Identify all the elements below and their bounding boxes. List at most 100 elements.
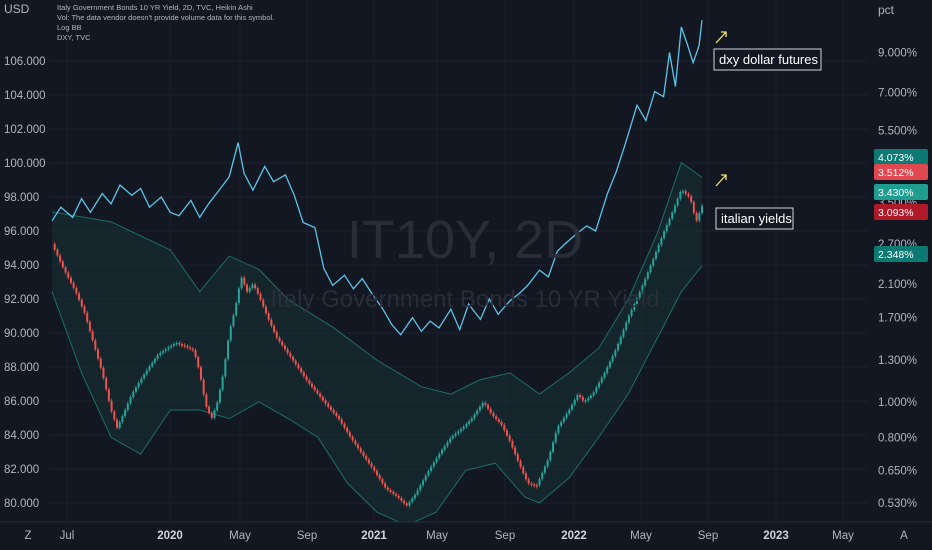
candle-body — [78, 293, 81, 300]
right-tick-label: 9.000% — [878, 47, 917, 59]
candle-body — [286, 349, 289, 354]
candle-body — [484, 402, 487, 405]
candle-body — [172, 344, 175, 346]
candle-body — [554, 432, 557, 443]
annotation-italian-yields[interactable]: italian yields — [715, 174, 794, 230]
candle-body — [430, 466, 433, 471]
candle-body — [61, 261, 64, 268]
candle-body — [679, 191, 682, 199]
candle-body — [99, 358, 102, 368]
left-tick-label: 92.000 — [4, 294, 39, 306]
left-tick-label: 96.000 — [4, 226, 39, 238]
candle-body — [413, 494, 416, 499]
legend-indicator-line[interactable]: Log BB — [57, 23, 82, 32]
left-tick-label: 84.000 — [4, 430, 39, 442]
watermark-description: Italy Government Bonds 10 YR Yield — [270, 286, 659, 313]
candle-body — [308, 380, 311, 384]
annotation-dxy[interactable]: dxy dollar futures — [713, 31, 822, 71]
candle-body — [403, 500, 406, 504]
left-price-axis[interactable]: 80.000 82.000 84.000 86.000 88.000 90.000 92.0… — [4, 56, 46, 510]
price-badges: 4.073% 3.512% 3.430% 3.093% 2.348% — [874, 149, 928, 262]
auto-scale-icon[interactable]: A — [900, 530, 908, 542]
left-tick-label: 82.000 — [4, 464, 39, 476]
time-tick-label: 2021 — [361, 530, 387, 542]
right-tick-label: 0.530% — [878, 498, 917, 510]
candle-body — [394, 493, 397, 496]
candle-body — [232, 315, 235, 327]
candle-body — [143, 374, 146, 379]
candle-body — [476, 410, 479, 415]
candle-body — [543, 466, 546, 473]
left-tick-label: 80.000 — [4, 498, 39, 510]
legend-symbol-line[interactable]: Italy Government Bonds 10 YR Yield, 2D, … — [57, 3, 253, 12]
candle-body — [546, 460, 549, 467]
candle-body — [246, 284, 248, 292]
candle-body — [457, 431, 460, 434]
candle-body — [72, 282, 75, 288]
candle-body — [80, 299, 83, 307]
candle-body — [105, 378, 108, 390]
time-tick-label: Sep — [495, 530, 515, 542]
candle-body — [267, 313, 270, 320]
candle-body — [673, 205, 676, 213]
candle-body — [118, 421, 121, 428]
band-upper-line — [51, 161, 703, 395]
candle-body — [603, 372, 606, 378]
candle-body — [327, 403, 330, 407]
time-tick-label: 2023 — [763, 530, 789, 542]
chart-grid — [50, 0, 868, 522]
left-tick-label: 94.000 — [4, 260, 39, 272]
candle-body — [595, 387, 598, 393]
legend-compare-line[interactable]: DXY, TVC — [57, 33, 91, 42]
candle-body — [573, 399, 576, 405]
currency-label[interactable]: USD — [4, 2, 30, 16]
candle-body — [527, 479, 530, 484]
candle-body — [400, 497, 403, 501]
candle-body — [140, 378, 143, 383]
legend-volume-line: Vol: The data vendor doesn't provide vol… — [57, 13, 274, 22]
candle-body — [506, 430, 508, 436]
candle-body — [373, 467, 376, 471]
candle-body — [351, 436, 354, 441]
candle-body — [221, 376, 224, 390]
candle-body — [124, 409, 127, 417]
candle-body — [533, 484, 536, 486]
candle-body — [465, 423, 468, 427]
candle-body — [113, 411, 116, 420]
right-tick-label: 5.500% — [878, 126, 917, 138]
candle-body — [511, 440, 514, 448]
left-tick-label: 104.000 — [4, 90, 46, 102]
candle-body — [218, 389, 221, 403]
candle-body — [478, 406, 481, 411]
left-tick-label: 90.000 — [4, 328, 39, 340]
bollinger-bands — [51, 161, 703, 526]
log-scale-icon[interactable]: Z — [24, 530, 31, 542]
candle-body — [508, 435, 511, 441]
arrowhead-icon — [721, 174, 727, 180]
unit-label[interactable]: pct — [878, 3, 895, 17]
candle-body — [145, 370, 148, 375]
candle-body — [600, 377, 603, 383]
candle-body — [316, 390, 319, 394]
time-axis[interactable]: Jul 2020 May Sep 2021 May Sep 2022 May Sep 2023 May — [60, 530, 854, 542]
annotation-box — [715, 207, 794, 230]
candle-body — [69, 277, 72, 283]
candle-body — [86, 312, 89, 322]
candle-body — [571, 404, 573, 410]
candle-body — [208, 406, 211, 413]
candle-body — [660, 238, 663, 246]
candle-body — [654, 251, 657, 259]
time-tick-label: May — [832, 530, 854, 542]
candle-body — [644, 278, 647, 286]
candle-body — [684, 191, 687, 194]
candle-body — [240, 277, 243, 289]
candle-body — [671, 212, 674, 219]
candle-body — [389, 489, 392, 492]
candle-body — [652, 258, 655, 266]
candle-body — [289, 353, 292, 357]
candle-body — [294, 360, 297, 365]
candle-body — [424, 475, 427, 481]
candle-body — [443, 446, 446, 450]
time-tick-label: May — [630, 530, 652, 542]
